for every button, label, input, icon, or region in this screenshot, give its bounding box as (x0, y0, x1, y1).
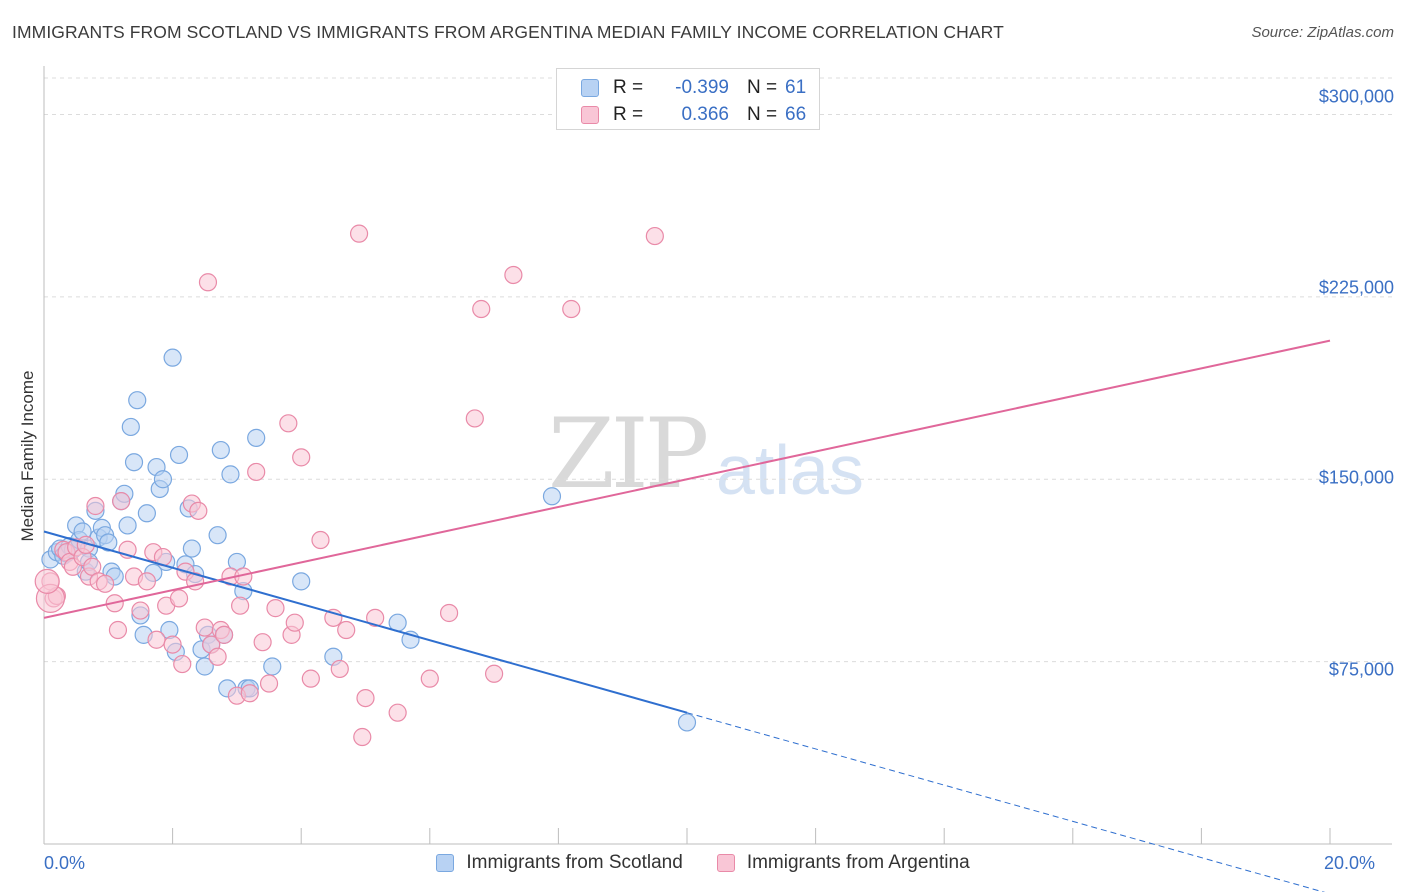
argentina-point (301, 669, 320, 688)
legend-item-scotland[interactable]: Immigrants from Scotland (436, 852, 683, 874)
x-tick-label: 20.0% (1324, 853, 1376, 873)
scotland-point (153, 470, 173, 489)
r-value: 0.366 (681, 104, 729, 125)
argentina-point (240, 684, 259, 703)
stats-row-scotland: R = -0.399 N = 61 (581, 75, 806, 101)
argentina-point (311, 530, 330, 550)
argentina-point (253, 633, 272, 652)
source-label: Source: ZipAtlas.com (1251, 24, 1394, 41)
argentina-trend-line (43, 339, 1331, 619)
argentina-point (285, 613, 304, 632)
y-tick-label: $150,000 (1318, 467, 1394, 488)
argentina-swatch (581, 106, 599, 124)
chart-title: IMMIGRANTS FROM SCOTLAND VS IMMIGRANTS F… (12, 22, 1004, 42)
y-tick-label: $225,000 (1318, 277, 1394, 298)
legend-label-argentina: Immigrants from Argentina (746, 852, 970, 873)
scotland-point (677, 713, 697, 732)
scotland-point (128, 391, 147, 410)
scotland-point (263, 657, 282, 676)
argentina-point (266, 599, 285, 618)
scotland-trend-extension (686, 712, 1326, 892)
argentina-point (356, 688, 375, 708)
argentina-point (472, 299, 491, 319)
argentina-point (195, 618, 214, 637)
argentina-point (34, 568, 60, 594)
argentina-point (208, 647, 227, 666)
scotland-point (247, 428, 266, 447)
argentina-point (189, 501, 208, 520)
scotland-point (137, 504, 156, 523)
scotland-point (195, 657, 214, 676)
argentina-point (420, 669, 439, 688)
stats-box: R = -0.399 N = 61 R = 0.366 N = 66 (556, 68, 820, 130)
argentina-point (279, 414, 298, 433)
watermark-atlas: atlas (716, 431, 864, 509)
legend-swatch-scotland (436, 854, 455, 872)
argentina-point (131, 601, 150, 620)
scotland-point (124, 453, 144, 472)
argentina-point (247, 462, 266, 482)
argentina-point (353, 727, 372, 747)
argentina-point (366, 608, 385, 627)
legend-swatch-argentina (716, 854, 735, 872)
argentina-point (439, 603, 459, 623)
argentina-point (214, 625, 234, 644)
argentina-point (147, 630, 166, 649)
argentina-point (259, 674, 279, 693)
argentina-point (112, 492, 131, 511)
scotland-point (208, 526, 227, 545)
y-tick-label: $75,000 (1328, 659, 1394, 680)
y-tick-label: $300,000 (1318, 86, 1394, 107)
argentina-point (465, 409, 484, 428)
scotland-point (292, 572, 311, 591)
argentina-point (562, 299, 581, 319)
legend-item-argentina[interactable]: Immigrants from Argentina (716, 852, 970, 874)
n-label: N = (747, 104, 778, 125)
argentina-point (485, 664, 504, 683)
argentina-point (163, 635, 182, 654)
scotland-point (121, 417, 140, 437)
scotland-point (99, 533, 118, 552)
scotland-point (542, 487, 562, 506)
argentina-point (349, 224, 369, 243)
r-value: -0.399 (675, 77, 729, 98)
argentina-point (645, 226, 664, 246)
argentina-point (231, 596, 250, 615)
scotland-point (211, 440, 230, 460)
legend-label-scotland: Immigrants from Scotland (466, 852, 683, 873)
x-tick-label: 0.0% (44, 853, 86, 873)
argentina-point (337, 620, 356, 640)
argentina-point (95, 574, 115, 593)
scotland-point (221, 465, 240, 484)
scotland-swatch (581, 79, 599, 97)
argentina-point (86, 496, 105, 516)
argentina-point (108, 620, 128, 640)
n-label: N = (747, 77, 778, 98)
n-value: 61 (785, 77, 807, 98)
scotland-point (163, 348, 182, 367)
n-value: 66 (785, 104, 807, 125)
argentina-point (169, 589, 189, 608)
argentina-point (504, 265, 523, 285)
stats-row-argentina: R = 0.366 N = 66 (581, 102, 806, 128)
scotland-point (118, 516, 137, 535)
argentina-point (330, 659, 349, 679)
scotland-point (169, 445, 189, 465)
argentina-point (173, 654, 192, 674)
argentina-point (292, 448, 311, 467)
scotland-trend-line (43, 530, 688, 714)
argentina-point (198, 273, 218, 292)
argentina-point (137, 572, 156, 591)
chart-legend: Immigrants from Scotland Immigrants from… (0, 852, 1406, 874)
y-axis-label: Median Family Income (18, 370, 37, 542)
argentina-point (388, 703, 407, 722)
scotland-point (182, 539, 201, 558)
r-label: R = (613, 77, 644, 98)
r-label: R = (613, 104, 644, 125)
